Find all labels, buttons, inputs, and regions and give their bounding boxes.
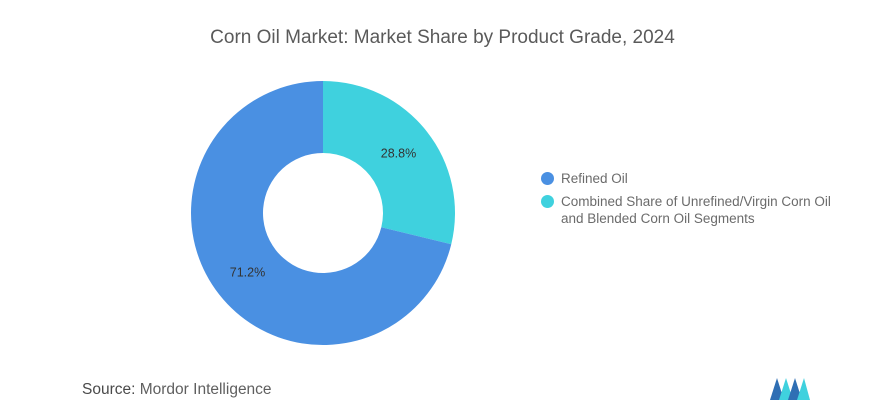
legend-item-refined-oil: Refined Oil bbox=[541, 170, 841, 187]
mordor-intelligence-logo-icon bbox=[770, 378, 810, 400]
legend-label-combined-share: Combined Share of Unrefined/Virgin Corn … bbox=[561, 194, 831, 226]
donut-slice-combined-share bbox=[323, 81, 456, 245]
chart-legend: Refined Oil Combined Share of Unrefined/… bbox=[541, 170, 841, 233]
donut-slice-refined-oil bbox=[191, 81, 452, 345]
legend-item-combined-share: Combined Share of Unrefined/Virgin Corn … bbox=[541, 193, 841, 227]
donut-slices bbox=[191, 81, 456, 345]
data-label-refined-oil: 71.2% bbox=[230, 265, 265, 279]
source-note: Source: Mordor Intelligence bbox=[82, 381, 272, 399]
legend-swatch-refined-oil bbox=[541, 172, 554, 185]
source-label: Source: bbox=[82, 381, 136, 398]
legend-swatch-combined-share bbox=[541, 195, 554, 208]
source-value: Mordor Intelligence bbox=[139, 381, 272, 398]
legend-label-refined-oil: Refined Oil bbox=[561, 171, 628, 186]
data-label-combined-share: 28.8% bbox=[381, 147, 416, 161]
donut-labels: 28.8% 71.2% bbox=[230, 147, 416, 280]
chart-title: Corn Oil Market: Market Share by Product… bbox=[210, 27, 675, 48]
